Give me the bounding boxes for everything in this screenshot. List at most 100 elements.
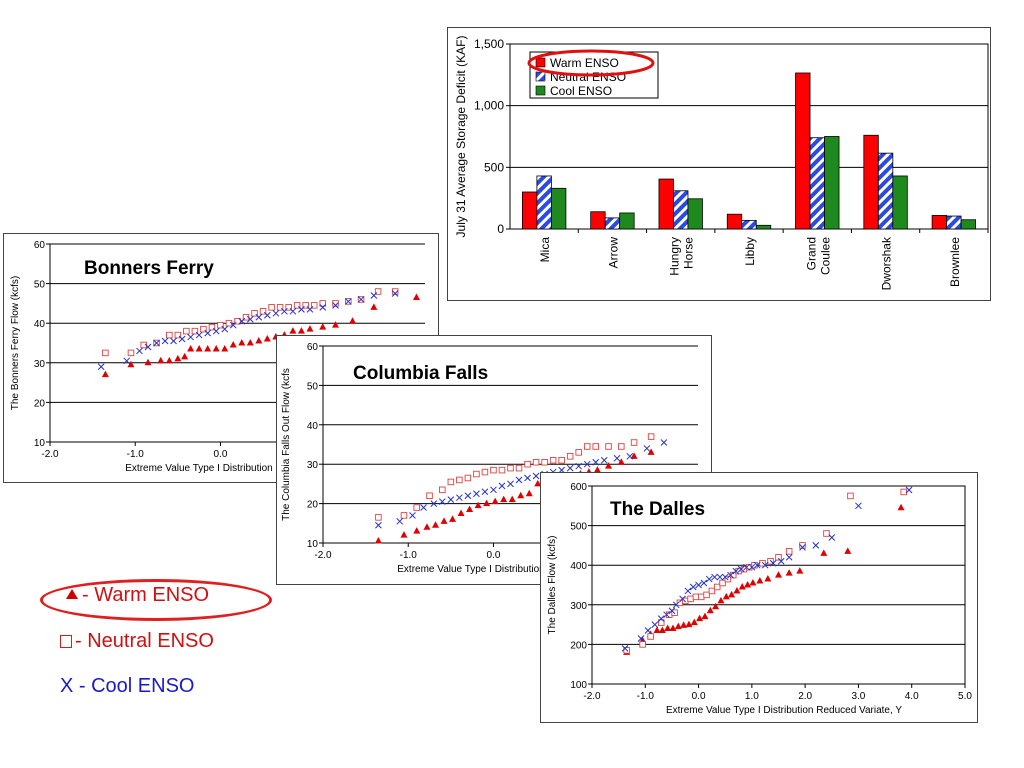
cool-enso-point — [187, 333, 194, 341]
warm-enso-point — [820, 549, 828, 556]
cool-enso-point — [643, 445, 651, 452]
cool-enso-point — [473, 490, 480, 498]
cool-x-stroke — [777, 557, 785, 565]
cool-enso-point — [420, 504, 427, 511]
cool-enso-point — [255, 313, 263, 321]
cool-x-stroke — [263, 311, 271, 319]
neutral-enso-point — [647, 633, 654, 640]
neutral-enso-point — [558, 457, 565, 464]
cool-x-stroke — [626, 452, 634, 460]
cool-x-stroke — [187, 333, 194, 341]
y-tick-label: 60 — [34, 240, 46, 251]
cool-enso-point — [761, 561, 769, 569]
cool-x-stroke — [481, 488, 489, 496]
cool-x-stroke — [221, 325, 229, 333]
neutral-enso-point — [234, 317, 241, 325]
warm-enso-point — [263, 335, 271, 342]
neutral-enso-point — [799, 542, 806, 549]
cool-x-stroke — [812, 542, 820, 549]
x-category-label: Grand — [804, 237, 818, 270]
cool-x-stroke — [575, 462, 583, 470]
the-dalles-chart-panel: 100 200 300 400 500 600 -2.0 -1.0 0.0 1.0 2.0 3.0 4.… — [540, 472, 978, 723]
warm-enso-point — [696, 614, 704, 622]
warm-enso-point — [221, 344, 229, 352]
neutral-enso-point — [174, 331, 182, 339]
cool-enso-point — [204, 329, 212, 337]
x-tick-label: 3.0 — [851, 691, 865, 702]
cool-x-stroke — [689, 583, 697, 591]
cool-enso-point — [447, 496, 455, 504]
x-tick-label: 0.0 — [487, 550, 501, 561]
cool-enso-point — [319, 304, 327, 311]
neutral-enso-point — [618, 443, 625, 450]
x-category-label: Mica — [538, 237, 552, 263]
cool-x-stroke — [600, 456, 608, 464]
warm-enso-point — [413, 527, 421, 534]
warm-enso-point — [332, 321, 340, 328]
cool-x-stroke — [672, 601, 680, 609]
x-tick-label: 5.0 — [958, 691, 972, 702]
cool-enso-point — [153, 339, 160, 347]
x-category-label: Coulee — [818, 237, 832, 275]
neutral-enso-point — [847, 492, 854, 500]
neutral-enso-point — [692, 593, 700, 601]
cool-x-stroke — [737, 565, 745, 573]
neutral-enso-point — [605, 443, 612, 450]
y-axis-label: The Bonners Ferry Flow (kcfs) — [10, 276, 21, 410]
warm-enso-point — [749, 579, 757, 586]
neutral-enso-point — [302, 302, 309, 309]
cool-enso-point — [344, 298, 352, 305]
cool-enso-legend-row: X - Cool ENSO — [60, 675, 194, 698]
cool-enso-point — [621, 645, 629, 652]
y-tick-label: 600 — [570, 482, 587, 493]
warm-enso-point — [144, 358, 152, 366]
cool-enso-point — [375, 521, 382, 529]
bar-warm — [795, 72, 811, 230]
cool-enso-point — [498, 482, 506, 490]
cool-x-stroke — [370, 292, 378, 299]
highlight-oval — [40, 579, 272, 621]
cool-x-stroke — [566, 464, 574, 472]
y-tick-label: 10 — [307, 539, 319, 550]
legend-swatch-warm — [535, 57, 546, 68]
y-tick-label: 100 — [570, 680, 587, 691]
cool-x-stroke — [344, 298, 352, 305]
cool-x-stroke — [161, 337, 169, 345]
neutral-enso-point — [775, 554, 782, 561]
warm-enso-point — [255, 337, 263, 344]
bar-cool — [892, 175, 908, 230]
bar-neutral — [673, 190, 689, 230]
cool-enso-point — [212, 327, 220, 335]
y-tick-label: 60 — [307, 342, 319, 353]
y-tick-label: 30 — [34, 359, 46, 370]
warm-enso-point — [680, 621, 688, 628]
neutral-enso-point — [332, 300, 339, 307]
neutral-enso-point — [217, 321, 224, 329]
warm-enso-point — [617, 458, 625, 465]
neutral-enso-point — [293, 302, 301, 309]
bar-neutral — [741, 219, 757, 230]
cool-x-stroke — [721, 573, 729, 581]
warm-enso-point — [165, 356, 173, 364]
cool-enso-point — [566, 464, 574, 472]
marker-legend-note: - Warm ENSO - Neutral ENSO X - Cool ENSO — [40, 575, 280, 715]
x-tick-label: -2.0 — [314, 550, 332, 561]
cool-enso-point — [660, 439, 668, 446]
cool-x-stroke — [679, 595, 686, 603]
x-tick-label: -1.0 — [637, 691, 655, 702]
y-tick-label: 10 — [34, 438, 46, 449]
x-tick-label: 2.0 — [798, 691, 812, 702]
neutral-enso-point — [498, 466, 506, 474]
neutral-enso-point — [481, 468, 489, 476]
cool-enso-point — [695, 581, 702, 589]
cool-enso-point — [161, 337, 169, 345]
cool-x-stroke — [663, 611, 670, 619]
neutral-enso-point — [490, 466, 497, 474]
warm-enso-point — [844, 547, 852, 554]
cool-x-stroke — [204, 329, 212, 337]
cool-enso-point — [481, 488, 489, 496]
x-tick-label: 0.0 — [214, 449, 228, 460]
cool-enso-point — [716, 573, 724, 581]
warm-enso-point — [674, 622, 682, 630]
bar-warm — [590, 211, 606, 230]
